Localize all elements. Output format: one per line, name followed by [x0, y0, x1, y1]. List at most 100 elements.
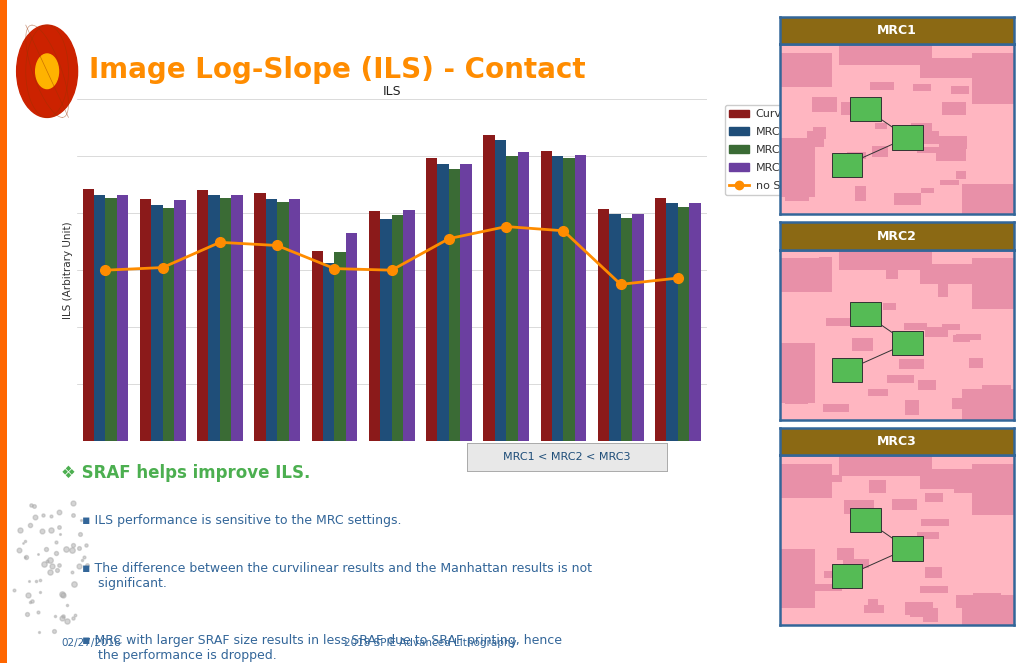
Bar: [972, 464, 1014, 515]
Bar: [780, 343, 815, 402]
Text: Image Log-Slope (ILS) - Contact: Image Log-Slope (ILS) - Contact: [89, 56, 586, 84]
Bar: [369, 211, 380, 441]
Bar: [391, 215, 403, 441]
Bar: [951, 86, 969, 94]
Bar: [826, 318, 851, 326]
Bar: [780, 138, 815, 197]
Bar: [872, 146, 888, 157]
Bar: [850, 97, 881, 121]
Bar: [904, 324, 927, 330]
no SRAF: [385, 266, 397, 274]
Bar: [918, 532, 939, 539]
Bar: [426, 158, 437, 441]
Bar: [139, 200, 152, 441]
Bar: [850, 508, 881, 532]
Bar: [784, 389, 808, 404]
Bar: [923, 608, 938, 622]
Bar: [870, 82, 894, 90]
Bar: [955, 171, 967, 179]
Bar: [839, 44, 932, 65]
Bar: [940, 180, 959, 185]
Text: ▪ ILS performance is sensitive to the MRC settings.: ▪ ILS performance is sensitive to the MR…: [82, 514, 401, 527]
Bar: [869, 480, 886, 493]
Bar: [780, 53, 831, 87]
no SRAF: [442, 235, 455, 243]
Text: 02/27/2018: 02/27/2018: [61, 638, 121, 648]
Bar: [892, 536, 923, 561]
Bar: [105, 198, 117, 441]
Bar: [855, 186, 866, 201]
Bar: [916, 147, 943, 153]
Bar: [892, 499, 918, 511]
Bar: [887, 375, 914, 383]
Bar: [925, 567, 942, 578]
Bar: [962, 605, 984, 610]
Bar: [311, 251, 323, 441]
Bar: [892, 331, 923, 355]
Bar: [888, 467, 907, 476]
Bar: [905, 400, 919, 414]
Bar: [807, 133, 823, 147]
no SRAF: [500, 223, 512, 231]
Bar: [939, 137, 967, 149]
Bar: [919, 380, 936, 391]
Bar: [678, 207, 689, 441]
Bar: [483, 135, 495, 441]
Bar: [831, 152, 862, 177]
Bar: [838, 548, 854, 560]
Bar: [925, 493, 942, 502]
Bar: [831, 564, 862, 588]
Text: ▪ MRC with larger SRAF size results in less SRAF due to SRAF printing, hence
   : ▪ MRC with larger SRAF size results in l…: [82, 634, 562, 662]
Bar: [963, 184, 1014, 214]
Bar: [220, 198, 231, 441]
Bar: [839, 250, 932, 271]
Bar: [437, 164, 449, 441]
Text: MRC1: MRC1: [878, 24, 916, 37]
Bar: [886, 264, 898, 278]
Text: 2018 SPIE Advanced Lithography: 2018 SPIE Advanced Lithography: [344, 638, 516, 648]
Bar: [380, 219, 392, 441]
Bar: [910, 610, 925, 617]
Bar: [952, 398, 966, 409]
Bar: [609, 214, 621, 441]
Bar: [814, 584, 842, 591]
Bar: [461, 164, 472, 441]
Bar: [942, 102, 966, 115]
Bar: [800, 55, 825, 68]
Bar: [938, 283, 948, 297]
Bar: [963, 389, 1014, 420]
Circle shape: [22, 33, 73, 109]
Bar: [117, 195, 128, 441]
Bar: [984, 391, 1002, 404]
Circle shape: [16, 25, 78, 117]
Bar: [839, 455, 932, 476]
Bar: [689, 204, 700, 441]
Bar: [850, 302, 881, 326]
Bar: [517, 152, 529, 441]
Bar: [894, 193, 921, 205]
Bar: [495, 141, 506, 441]
Bar: [921, 188, 934, 194]
no SRAF: [271, 241, 284, 249]
Bar: [802, 271, 823, 282]
Bar: [824, 572, 854, 578]
Text: MRC3: MRC3: [878, 435, 916, 448]
Bar: [936, 147, 966, 161]
Bar: [843, 559, 869, 568]
Bar: [780, 464, 831, 498]
Bar: [403, 210, 415, 441]
Bar: [798, 489, 816, 495]
no SRAF: [329, 265, 341, 272]
Bar: [346, 233, 357, 441]
Bar: [780, 549, 815, 608]
Bar: [807, 131, 821, 143]
Bar: [970, 358, 983, 368]
Bar: [899, 359, 924, 369]
Bar: [621, 217, 632, 441]
Bar: [847, 152, 866, 159]
Bar: [841, 102, 861, 115]
no SRAF: [157, 264, 169, 272]
no SRAF: [214, 239, 226, 247]
Bar: [954, 487, 977, 493]
Text: ❖ SRAF helps improve ILS.: ❖ SRAF helps improve ILS.: [61, 464, 311, 482]
